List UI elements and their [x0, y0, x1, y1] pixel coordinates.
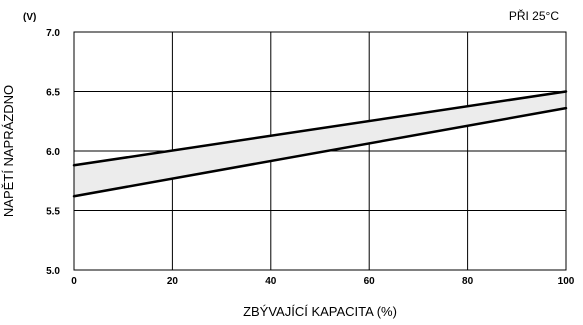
y-unit-label: (V) [23, 12, 36, 23]
x-tick-label: 40 [265, 276, 277, 287]
x-tick-label: 80 [462, 276, 474, 287]
temperature-annotation: PŘI 25°C [509, 8, 559, 23]
upper-bound-line [72, 90, 568, 167]
y-tick-label: 6.0 [46, 147, 60, 158]
band-fill [74, 91, 566, 197]
plot-frame [73, 31, 567, 271]
y-tick-label: 5.5 [46, 207, 60, 218]
y-axis-label: NAPĚTÍ NAPRÁZDNO [1, 85, 16, 217]
x-tick-label: 100 [558, 276, 575, 287]
x-tick-label: 20 [167, 276, 179, 287]
y-tick-label: 6.5 [46, 88, 60, 99]
lower-bound-line [72, 106, 568, 198]
x-axis-label: ZBÝVAJÍCÍ KAPACITA (%) [243, 304, 397, 319]
series-lines [72, 90, 568, 198]
x-tick-label: 0 [71, 276, 77, 287]
y-tick-labels: 5.0 5.5 6.0 6.5 7.0 [46, 28, 60, 277]
y-tick-label: 7.0 [46, 28, 60, 39]
x-tick-label: 60 [364, 276, 376, 287]
y-tick-label: 5.0 [46, 266, 60, 277]
x-tick-labels: 0 20 40 60 80 100 [71, 276, 575, 287]
